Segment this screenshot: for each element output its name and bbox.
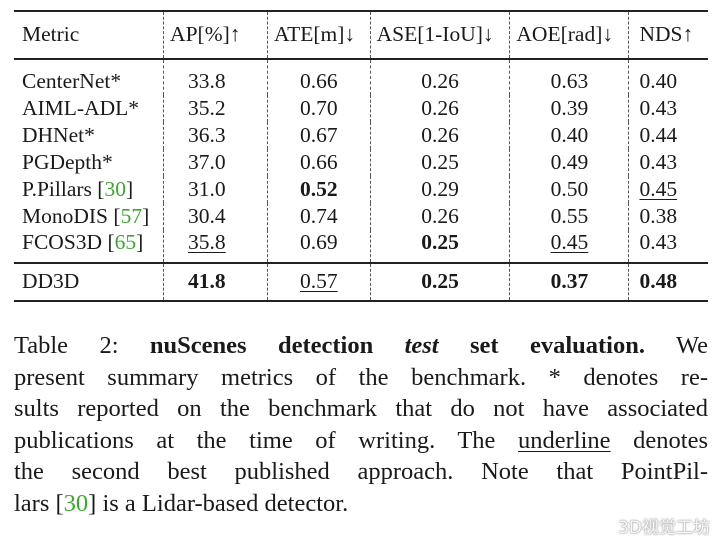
cell-ase: 0.26	[369, 203, 510, 230]
cell-ap: 30.4	[163, 203, 268, 230]
watermark-text: 3D视觉工坊	[618, 518, 710, 538]
table-row: DHNet* 36.3 0.67 0.26 0.40 0.44	[14, 122, 708, 149]
table-row-ours: DD3D 41.8 0.57 0.25 0.37 0.48	[14, 262, 708, 302]
header-metric: Metric	[14, 10, 164, 60]
cell-nds: 0.43	[628, 149, 708, 176]
table-row: MonoDIS [57] 30.4 0.74 0.26 0.55 0.38	[14, 203, 708, 230]
caption-line: sults reported on the benchmark that do …	[14, 395, 708, 423]
citation-link[interactable]: 57	[120, 203, 143, 228]
cell-ate: 0.70	[266, 95, 371, 122]
cell-nds: 0.44	[628, 122, 708, 149]
cell-ap: 33.8	[163, 59, 268, 95]
cell-nds: 0.45	[628, 176, 708, 203]
cell-ate: 0.66	[266, 149, 371, 176]
table-caption: Table 2: nuScenes detection test set eva…	[14, 330, 708, 520]
citation-link[interactable]: 65	[114, 230, 137, 255]
method-name: CenterNet*	[22, 69, 122, 94]
method-name: P.Pillars [30]	[22, 176, 134, 201]
cell-nds: 0.38	[628, 203, 708, 230]
caption-line: present summary metrics of the benchmark…	[14, 363, 708, 391]
cell-ate: 0.74	[266, 203, 371, 230]
cell-ap: 36.3	[163, 122, 268, 149]
cell-aoe: 0.49	[509, 149, 629, 176]
header-aoe: AOE[rad]↓	[509, 10, 629, 60]
caption-line: lars [30] is a Lidar-based detector.	[14, 489, 349, 517]
cell-nds: 0.48	[628, 262, 708, 302]
cell-ap: 35.2	[163, 95, 268, 122]
cell-ate: 0.52	[266, 176, 371, 203]
cell-aoe: 0.39	[509, 95, 629, 122]
cell-ate: 0.69	[266, 230, 371, 263]
cell-ase: 0.26	[369, 59, 510, 95]
caption-line: publications at the time of writing. The…	[14, 426, 708, 454]
header-ase: ASE[1-IoU]↓	[369, 10, 510, 60]
cell-ap: 41.8	[163, 262, 268, 302]
header-nds: NDS↑	[628, 10, 708, 60]
cell-ap: 35.8	[163, 230, 268, 263]
citation-link[interactable]: 30	[63, 489, 89, 517]
header-ate: ATE[m]↓	[266, 10, 371, 60]
table-row: FCOS3D [65] 35.8 0.69 0.25 0.45 0.43	[14, 230, 708, 263]
wechat-icon	[588, 515, 614, 537]
cell-aoe: 0.40	[509, 122, 629, 149]
method-name: FCOS3D [65]	[22, 230, 144, 255]
cell-ase: 0.26	[369, 95, 510, 122]
cell-aoe: 0.50	[509, 176, 629, 203]
cell-ate: 0.66	[266, 59, 371, 95]
results-table-container: Metric AP[%]↑ ATE[m]↓ ASE[1-IoU]↓ AOE[ra…	[14, 10, 708, 302]
caption-line: Table 2: nuScenes detection test set eva…	[14, 332, 708, 359]
cell-nds: 0.43	[628, 230, 708, 263]
cell-nds: 0.40	[628, 59, 708, 95]
table-header-row: Metric AP[%]↑ ATE[m]↓ ASE[1-IoU]↓ AOE[ra…	[14, 10, 708, 60]
method-name: DHNet*	[22, 122, 95, 147]
cell-ate: 0.67	[266, 122, 371, 149]
cell-ate: 0.57	[266, 262, 371, 302]
table-row: P.Pillars [30] 31.0 0.52 0.29 0.50 0.45	[14, 176, 708, 203]
cell-ase: 0.25	[369, 262, 510, 302]
method-name: PGDepth*	[22, 149, 113, 174]
method-name: MonoDIS [57]	[22, 203, 150, 228]
table-row: PGDepth* 37.0 0.66 0.25 0.49 0.43	[14, 149, 708, 176]
cell-ase: 0.25	[369, 230, 510, 263]
watermark: 3D视觉工坊	[588, 513, 710, 538]
cell-ap: 37.0	[163, 149, 268, 176]
method-name: AIML-ADL*	[22, 95, 140, 120]
table-row: AIML-ADL* 35.2 0.70 0.26 0.39 0.43	[14, 95, 708, 122]
results-table: Metric AP[%]↑ ATE[m]↓ ASE[1-IoU]↓ AOE[ra…	[14, 10, 708, 302]
cell-aoe: 0.37	[509, 262, 629, 302]
header-ap: AP[%]↑	[163, 10, 268, 60]
cell-ase: 0.29	[369, 176, 510, 203]
table-row: CenterNet* 33.8 0.66 0.26 0.63 0.40	[14, 59, 708, 95]
cell-ase: 0.25	[369, 149, 510, 176]
cell-aoe: 0.63	[509, 59, 629, 95]
cell-aoe: 0.55	[509, 203, 629, 230]
cell-ase: 0.26	[369, 122, 510, 149]
cell-aoe: 0.45	[509, 230, 629, 263]
citation-link[interactable]: 30	[104, 176, 126, 201]
cell-ap: 31.0	[163, 176, 268, 203]
method-name: DD3D	[14, 262, 164, 302]
cell-nds: 0.43	[628, 95, 708, 122]
caption-line: the second best published approach. Note…	[14, 458, 708, 486]
